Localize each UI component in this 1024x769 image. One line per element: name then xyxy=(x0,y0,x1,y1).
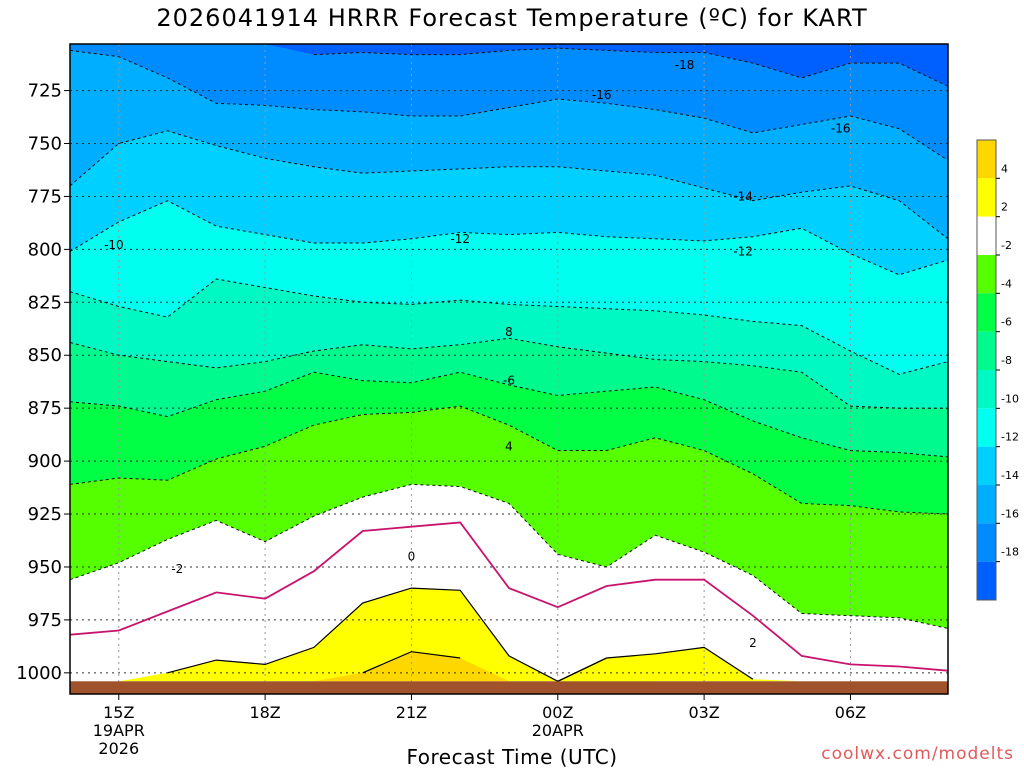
y-tick-label: 975 xyxy=(28,610,62,631)
colorbar-swatch xyxy=(977,178,996,217)
colorbar-label: 2 xyxy=(1001,201,1008,214)
warm-fill-4 xyxy=(313,651,509,682)
y-tick-label: 1000 xyxy=(16,663,62,684)
colorbar-swatch xyxy=(977,331,996,370)
isotherm-line xyxy=(70,49,948,161)
isotherm-line xyxy=(70,483,948,629)
isotherm-line xyxy=(70,278,948,375)
contour-label: -16 xyxy=(831,122,851,136)
isotherm-line xyxy=(70,130,948,240)
colorbar-swatch xyxy=(977,140,996,179)
chart-title: 2026041914 HRRR Forecast Temperature (ºC… xyxy=(156,4,868,32)
colorbar-label: -10 xyxy=(1001,392,1019,405)
colorbar-label: -12 xyxy=(1001,431,1019,444)
colorbar-swatch xyxy=(977,370,996,409)
x-tick-label: 2026 xyxy=(98,739,139,758)
colorbar-swatch xyxy=(977,293,996,332)
x-tick-label: 19APR xyxy=(93,721,145,740)
contour-label: -12 xyxy=(450,232,470,246)
warm-fill-2a xyxy=(118,588,656,682)
x-tick-label: 18Z xyxy=(249,703,280,722)
colorbar-label: -2 xyxy=(1001,239,1012,252)
credit-link[interactable]: coolwx.com/modelts xyxy=(821,744,1014,764)
plus2-line-b xyxy=(557,646,754,682)
y-tick-label: 750 xyxy=(28,134,62,155)
colorbar-swatch xyxy=(977,523,996,562)
isotherm-line xyxy=(70,405,948,515)
x-tick-label: 00Z xyxy=(542,703,573,722)
contour-label: 2 xyxy=(749,636,757,650)
colorbar-swatch xyxy=(977,485,996,524)
x-axis-label: Forecast Time (UTC) xyxy=(406,745,618,769)
contour-label: 8 xyxy=(505,325,513,339)
plot-area: -18 -16 -16 -14 -12 -12 -10 8 -6 4 -2 0 2 xyxy=(70,44,948,694)
colorbar-label: -8 xyxy=(1001,354,1012,367)
colorbar-swatch xyxy=(977,561,996,600)
y-tick-label: 850 xyxy=(28,345,62,366)
ground-fill xyxy=(70,681,948,694)
freezing-line xyxy=(70,521,948,672)
contour-label: -12 xyxy=(733,244,753,258)
contour-label: -10 xyxy=(104,238,124,252)
plus4-line xyxy=(362,651,461,674)
contour-label: -6 xyxy=(503,374,515,388)
contour-label: 4 xyxy=(505,439,513,453)
x-tick-label: 15Z xyxy=(103,703,134,722)
contour-label: -14 xyxy=(733,189,753,203)
y-tick-label: 775 xyxy=(28,186,62,207)
colorbar-label: -14 xyxy=(1001,469,1019,482)
contour-label: -2 xyxy=(171,562,183,576)
x-tick-label: 03Z xyxy=(688,703,719,722)
colorbar-label: -6 xyxy=(1001,316,1012,329)
plot-frame xyxy=(69,43,949,695)
colorbar-label: 4 xyxy=(1001,162,1008,175)
contour-label: 0 xyxy=(408,549,416,563)
x-tick-label: 21Z xyxy=(396,703,427,722)
isotherm-line xyxy=(70,337,948,409)
colorbar-swatch xyxy=(977,255,996,294)
y-tick-label: 725 xyxy=(28,81,62,102)
contour-label: -18 xyxy=(675,58,695,72)
isotherm-line xyxy=(70,371,948,458)
colorbar-swatch xyxy=(977,216,996,255)
y-tick-label: 950 xyxy=(28,557,62,578)
plus2-line-a xyxy=(167,587,607,682)
contour-label: -16 xyxy=(592,88,612,102)
warm-fill-2b xyxy=(557,647,802,682)
colorbar-label: -18 xyxy=(1001,546,1019,559)
colorbar-swatch xyxy=(977,408,996,447)
y-tick-label: 800 xyxy=(28,239,62,260)
x-tick-label: 20APR xyxy=(532,721,584,740)
y-tick-label: 925 xyxy=(28,504,62,525)
colorbar-label: -16 xyxy=(1001,507,1019,520)
y-tick-label: 825 xyxy=(28,292,62,313)
x-tick-label: 06Z xyxy=(835,703,866,722)
colorbar-swatch xyxy=(977,446,996,485)
y-tick-label: 900 xyxy=(28,451,62,472)
temp-band-m2 xyxy=(70,484,948,694)
colorbar-label: -4 xyxy=(1001,277,1012,290)
y-tick-label: 875 xyxy=(28,398,62,419)
